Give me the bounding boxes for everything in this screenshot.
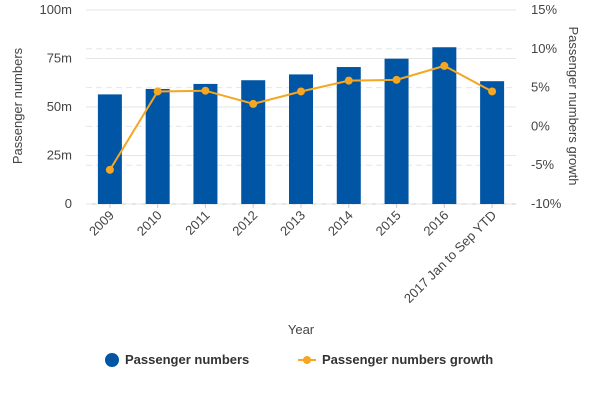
y2-axis-title: Passenger numbers growth [566,27,581,186]
bar[interactable] [145,88,170,204]
legend-item-passenger-numbers[interactable]: Passenger numbers [105,352,249,367]
x-tick-label: 2009 [86,208,117,239]
legend-bar-swatch-icon [105,352,119,367]
y-tick-label: 50m [47,99,72,114]
legend-line-label: Passenger numbers growth [322,352,494,367]
y-tick-label: 0 [65,196,72,211]
bar[interactable] [241,80,266,204]
bar[interactable] [97,94,122,204]
bar[interactable] [480,81,505,204]
y-tick-label: 25m [47,148,72,163]
x-tick-label: 2010 [134,208,165,239]
legend-item-passenger-numbers-growth[interactable]: Passenger numbers growth [298,352,493,367]
x-tick-label: 2016 [420,208,451,239]
growth-point[interactable] [105,165,114,174]
bar[interactable] [289,74,313,205]
growth-point[interactable] [249,99,258,108]
legend: Passenger numbers Passenger numbers grow… [0,352,600,382]
y-axis-title: Passenger numbers [10,47,25,164]
growth-point[interactable] [392,75,401,84]
growth-point[interactable] [153,87,162,96]
growth-point[interactable] [440,61,449,70]
y2-tick-label: 0% [531,118,550,133]
growth-point[interactable] [344,76,353,85]
y-tick-label: 100m [39,2,72,17]
legend-line-swatch-icon [298,353,316,367]
growth-point[interactable] [297,87,305,96]
y2-tick-label: 5% [531,80,550,95]
chart-svg: 0 25m 50m 75m 100m -10% -5% 0% 5% 10% 15% 2009 2010 2… [10,2,581,337]
x-tick-label: 2012 [229,208,260,239]
y2-tick-label: -5% [531,157,555,172]
x-tick-label: 2013 [277,208,308,239]
line-layer [105,61,497,174]
legend-bar-label: Passenger numbers [125,352,250,367]
x-tick-label: 2011 [182,208,212,238]
growth-point[interactable] [488,87,497,96]
x-tick-label: 2014 [325,208,356,239]
x-tick-label: 2015 [373,208,404,239]
bar[interactable] [432,47,457,204]
y2-tick-label: 15% [531,2,557,17]
y2-tick-label: -10% [531,196,562,211]
bar[interactable] [193,83,218,204]
x-axis-title: Year [288,322,315,337]
y-tick-label: 75m [47,51,72,66]
bar[interactable] [336,67,361,204]
x-tick-label: 2017 Jan to Sep YTD [401,208,499,306]
y2-tick-label: 10% [531,41,557,56]
bar-layer [97,47,505,205]
growth-point[interactable] [201,86,210,95]
